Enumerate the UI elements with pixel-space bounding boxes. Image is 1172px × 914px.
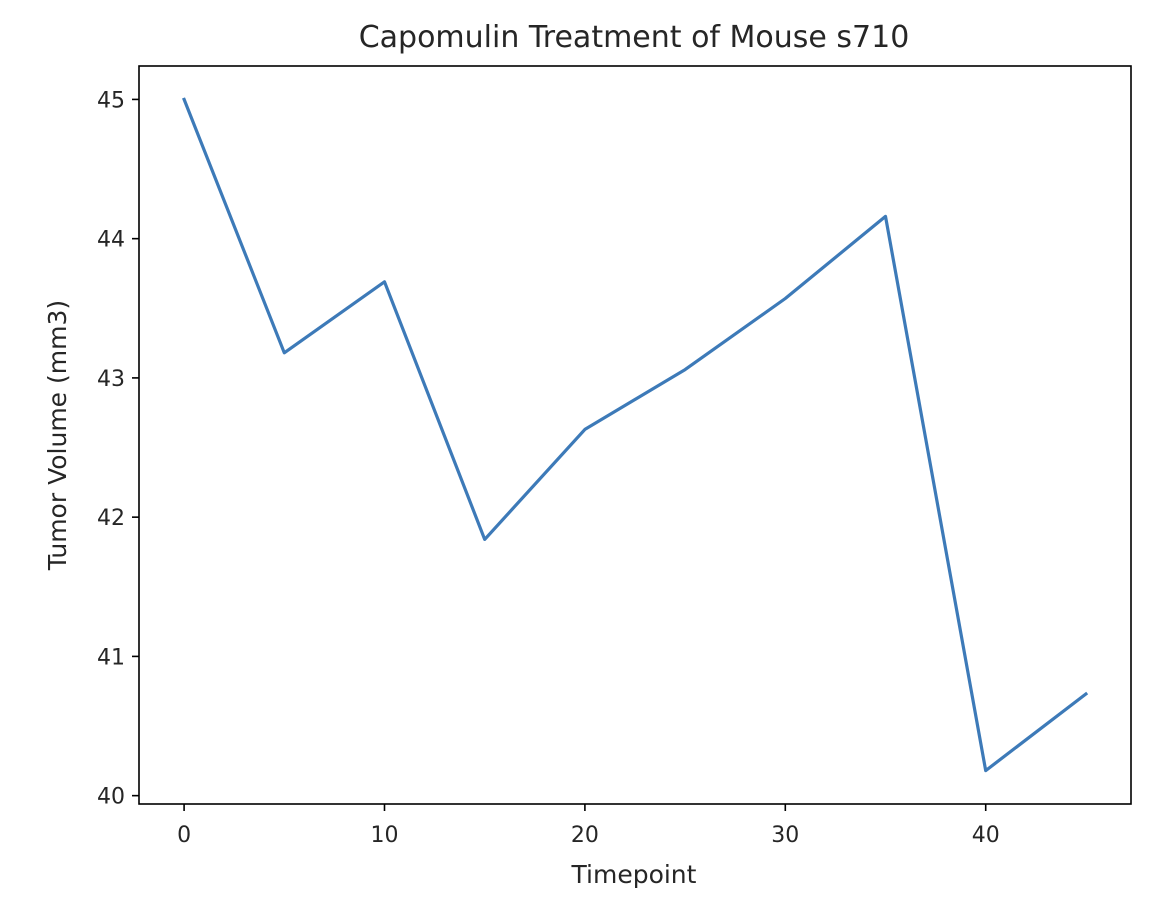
y-tick-label: 45 xyxy=(97,88,125,113)
x-tick-label: 40 xyxy=(972,823,1000,848)
y-tick-label: 42 xyxy=(97,506,125,531)
y-tick-label: 40 xyxy=(97,785,125,810)
y-axis-label: Tumor Volume (mm3) xyxy=(43,300,72,571)
x-axis-label: Timepoint xyxy=(571,860,697,889)
chart-title: Capomulin Treatment of Mouse s710 xyxy=(359,20,910,55)
axes-frame xyxy=(138,65,1132,805)
x-tick-label: 0 xyxy=(177,823,191,848)
y-tick-label: 43 xyxy=(97,367,125,392)
x-tick-label: 20 xyxy=(571,823,599,848)
x-tick-label: 30 xyxy=(771,823,799,848)
series-line-0 xyxy=(182,97,1089,773)
y-axis: 40 41 42 43 44 45 xyxy=(97,88,139,810)
plot-area xyxy=(138,65,1132,805)
y-tick-label: 44 xyxy=(97,228,125,253)
y-tick-label: 41 xyxy=(97,645,125,670)
x-axis: 0 10 20 30 40 xyxy=(177,804,1000,848)
x-tick-label: 10 xyxy=(370,823,398,848)
